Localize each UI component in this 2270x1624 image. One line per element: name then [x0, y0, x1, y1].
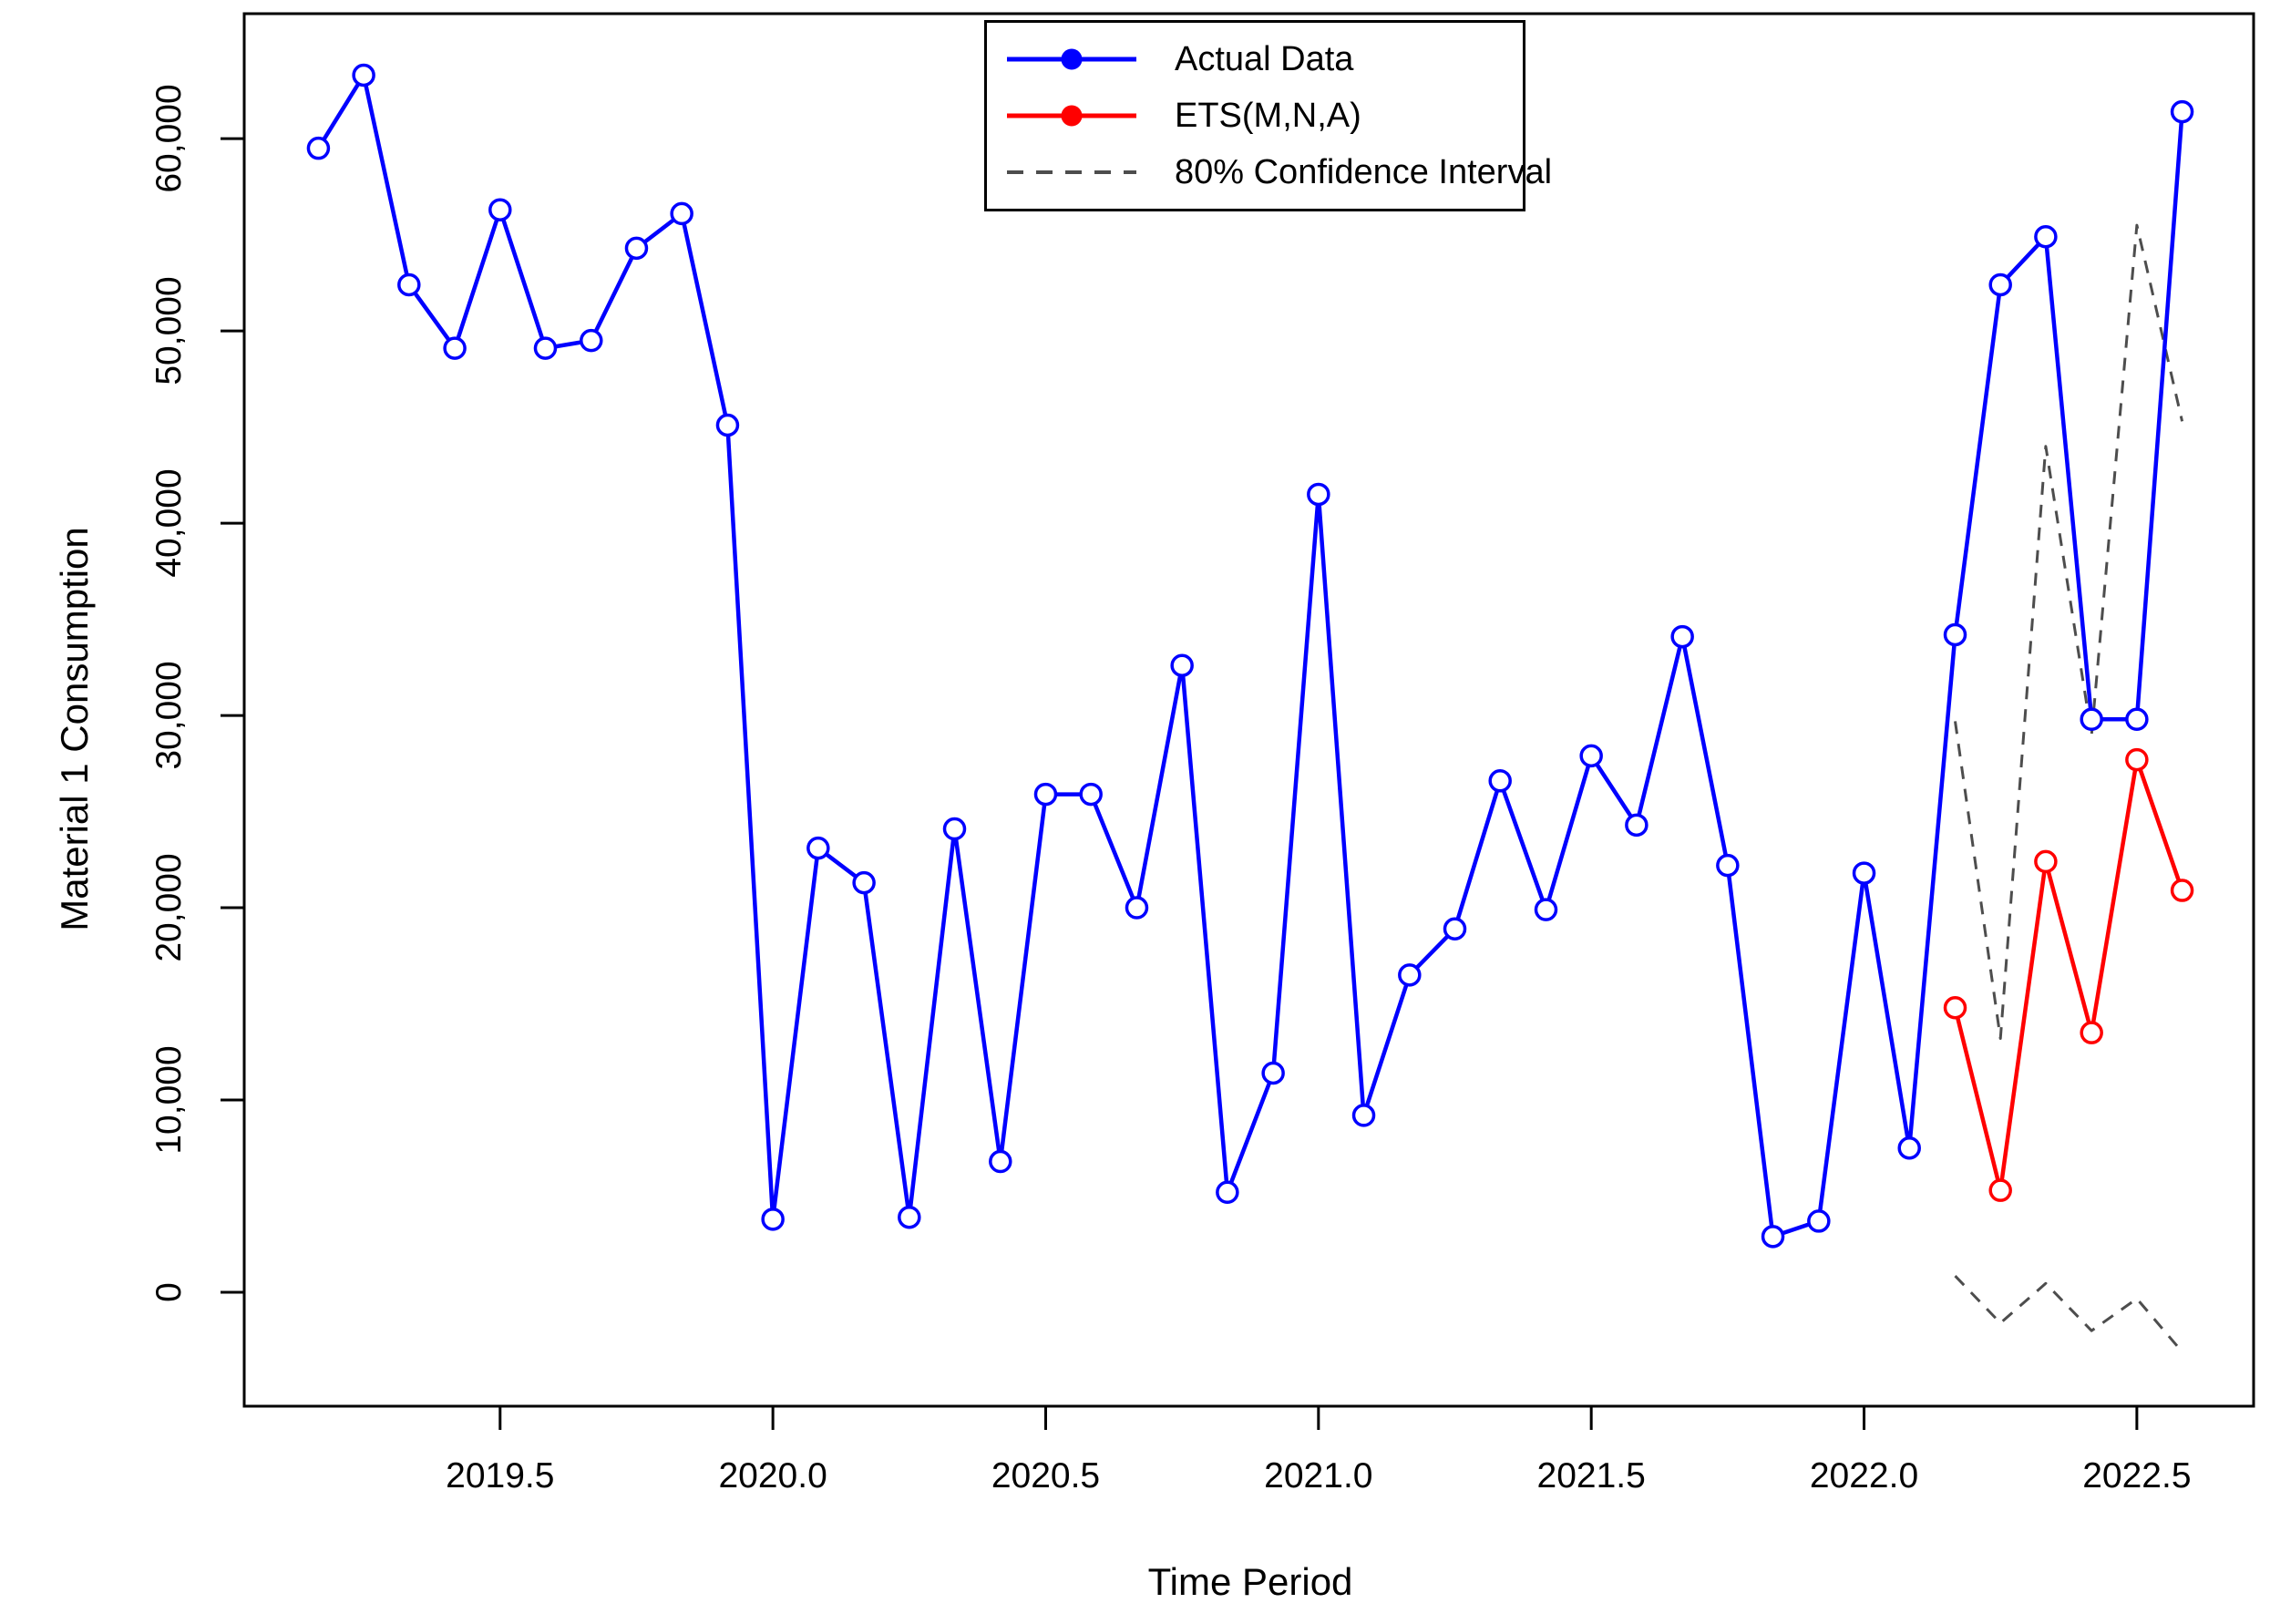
legend: Actual Data ETS(M,N,A) 80% Confidence In…: [984, 20, 1525, 211]
x-tick-label: 2020.0: [718, 1456, 827, 1496]
x-tick-label: 2021.0: [1264, 1456, 1372, 1496]
y-tick-label: 30,000: [149, 661, 190, 769]
y-tick-label: 40,000: [149, 468, 190, 577]
y-tick-label: 0: [149, 1282, 190, 1302]
forecast-line-icon: [1003, 98, 1140, 134]
y-tick-label: 50,000: [149, 276, 190, 385]
y-axis-title: Material 1 Consumption: [53, 527, 97, 931]
x-axis-title: Time Period: [1148, 1560, 1353, 1604]
actual-data-line-icon: [1003, 41, 1140, 77]
chart-figure: 2019.5 2020.0 2020.5 2021.0 2021.5 2022.0 2022…: [0, 0, 2270, 1624]
legend-item-confidence-interval: 80% Confidence Interval: [987, 144, 1523, 200]
y-tick-label: 20,000: [149, 853, 190, 961]
x-tick-label: 2020.5: [991, 1456, 1100, 1496]
x-tick-label: 2022.5: [2082, 1456, 2191, 1496]
legend-label: ETS(M,N,A): [1175, 97, 1361, 136]
y-tick-label: 60,000: [149, 84, 190, 192]
x-tick-label: 2022.0: [1810, 1456, 1918, 1496]
legend-label: 80% Confidence Interval: [1175, 153, 1552, 192]
x-tick-label: 2021.5: [1537, 1456, 1646, 1496]
legend-label: Actual Data: [1175, 40, 1353, 79]
y-tick-label: 10,000: [149, 1045, 190, 1154]
legend-item-ets-forecast: ETS(M,N,A): [987, 87, 1523, 144]
dashed-line-icon: [1003, 154, 1140, 190]
plot-canvas: [0, 0, 2270, 1624]
x-tick-label: 2019.5: [446, 1456, 554, 1496]
legend-item-actual-data: Actual Data: [987, 31, 1523, 87]
